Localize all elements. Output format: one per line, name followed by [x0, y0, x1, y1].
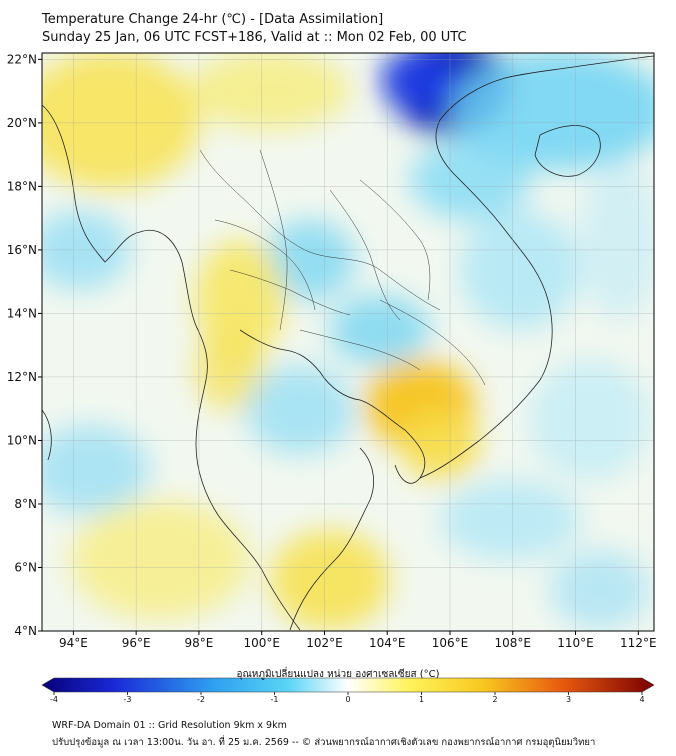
- lat-tick-label: 12°N: [7, 370, 37, 384]
- warm-patch: [400, 410, 480, 480]
- colorbar-tick-label: -1: [271, 695, 279, 704]
- hainan-island: [534, 125, 601, 177]
- lon-tick-label: 106°E: [432, 636, 469, 650]
- map-subtitle: Sunday 25 Jan, 06 UTC FCST+186, Valid at…: [42, 30, 467, 45]
- cold-patch: [330, 295, 430, 365]
- lat-tick-label: 16°N: [7, 243, 37, 257]
- colorbar-tick-label: 1: [419, 695, 424, 704]
- lat-tick-label: 14°N: [7, 306, 37, 320]
- lon-tick-label: 100°E: [243, 636, 280, 650]
- latitude-axis: 22°N 20°N 18°N 16°N 14°N 12°N 10°N 8°N 6°N 4°N: [7, 52, 42, 638]
- lon-tick-label: 96°E: [122, 636, 151, 650]
- lon-tick-label: 104°E: [369, 636, 406, 650]
- lon-tick-label: 112°E: [620, 636, 657, 650]
- coastline-layer: [42, 55, 654, 631]
- lat-tick-label: 18°N: [7, 179, 37, 193]
- colorbar-tick-label: -3: [124, 695, 132, 704]
- andaman-coast: [42, 409, 52, 461]
- cold-patch: [460, 210, 580, 330]
- colorbar-tick-label: 0: [345, 695, 350, 704]
- warm-patch: [270, 530, 390, 630]
- longitude-axis: 94°E 96°E 98°E 100°E 102°E 104°E 106°E 108°E 110…: [59, 631, 657, 650]
- colorbar-tick-label: 4: [639, 695, 644, 704]
- coastline-west: [42, 104, 301, 631]
- cold-patch: [450, 53, 654, 170]
- footer-resolution: WRF-DA Domain 01 :: Grid Resolution 9km …: [52, 720, 287, 731]
- colorbar-ticks: -4 -3 -2 -1 0 1 2 3 4: [50, 692, 645, 704]
- lon-tick-label: 102°E: [306, 636, 343, 650]
- lat-tick-label: 6°N: [14, 560, 37, 574]
- colorbar-tick-label: 3: [566, 695, 571, 704]
- cold-patch: [580, 160, 654, 320]
- lat-tick-label: 20°N: [7, 116, 37, 130]
- warm-patch: [195, 240, 285, 360]
- lat-tick-label: 10°N: [7, 433, 37, 447]
- map-title: Temperature Change 24-hr (℃) - [Data Ass…: [42, 12, 384, 27]
- colorbar-tick-label: -2: [197, 695, 205, 704]
- cold-patch: [550, 550, 650, 630]
- border-line: [299, 329, 421, 371]
- cold-patch: [530, 360, 650, 480]
- lon-tick-label: 94°E: [59, 636, 88, 650]
- lon-tick-label: 98°E: [184, 636, 213, 650]
- warm-patch: [190, 53, 350, 130]
- cold-patch: [265, 220, 355, 300]
- coastline-vietnam: [419, 55, 654, 479]
- colorbar-tick-label: -4: [50, 695, 58, 704]
- lat-tick-label: 4°N: [14, 624, 37, 638]
- lat-tick-label: 8°N: [14, 497, 37, 511]
- footer-credit: ปรับปรุงข้อมูล ณ เวลา 13:00น. วัน อา. ที…: [52, 737, 596, 748]
- warm-patch: [70, 500, 250, 620]
- border-line: [229, 269, 351, 316]
- colorbar-tick-label: 2: [492, 695, 497, 704]
- lat-tick-label: 22°N: [7, 52, 37, 66]
- colorbar-label: อุณหภูมิเปลี่ยนแปลง หน่วย องศาเซลเซียส (…: [236, 669, 440, 680]
- warm-patch: [195, 330, 265, 410]
- cold-patch: [410, 140, 530, 220]
- warm-patch: [42, 53, 200, 190]
- graticule: [42, 53, 654, 631]
- cold-patch: [440, 480, 580, 560]
- border-line: [379, 299, 486, 386]
- lon-tick-label: 108°E: [495, 636, 532, 650]
- map-frame: [41, 52, 655, 632]
- border-line: [259, 149, 288, 331]
- colorbar: -4 -3 -2 -1 0 1 2 3 4: [41, 677, 655, 704]
- cold-patch: [245, 365, 355, 455]
- lon-tick-label: 110°E: [557, 636, 594, 650]
- field-layer: [42, 53, 654, 631]
- coastline-peninsula-east: [289, 447, 374, 631]
- border-line: [359, 179, 431, 301]
- cold-patch: [42, 425, 150, 515]
- cold-core: [380, 53, 460, 110]
